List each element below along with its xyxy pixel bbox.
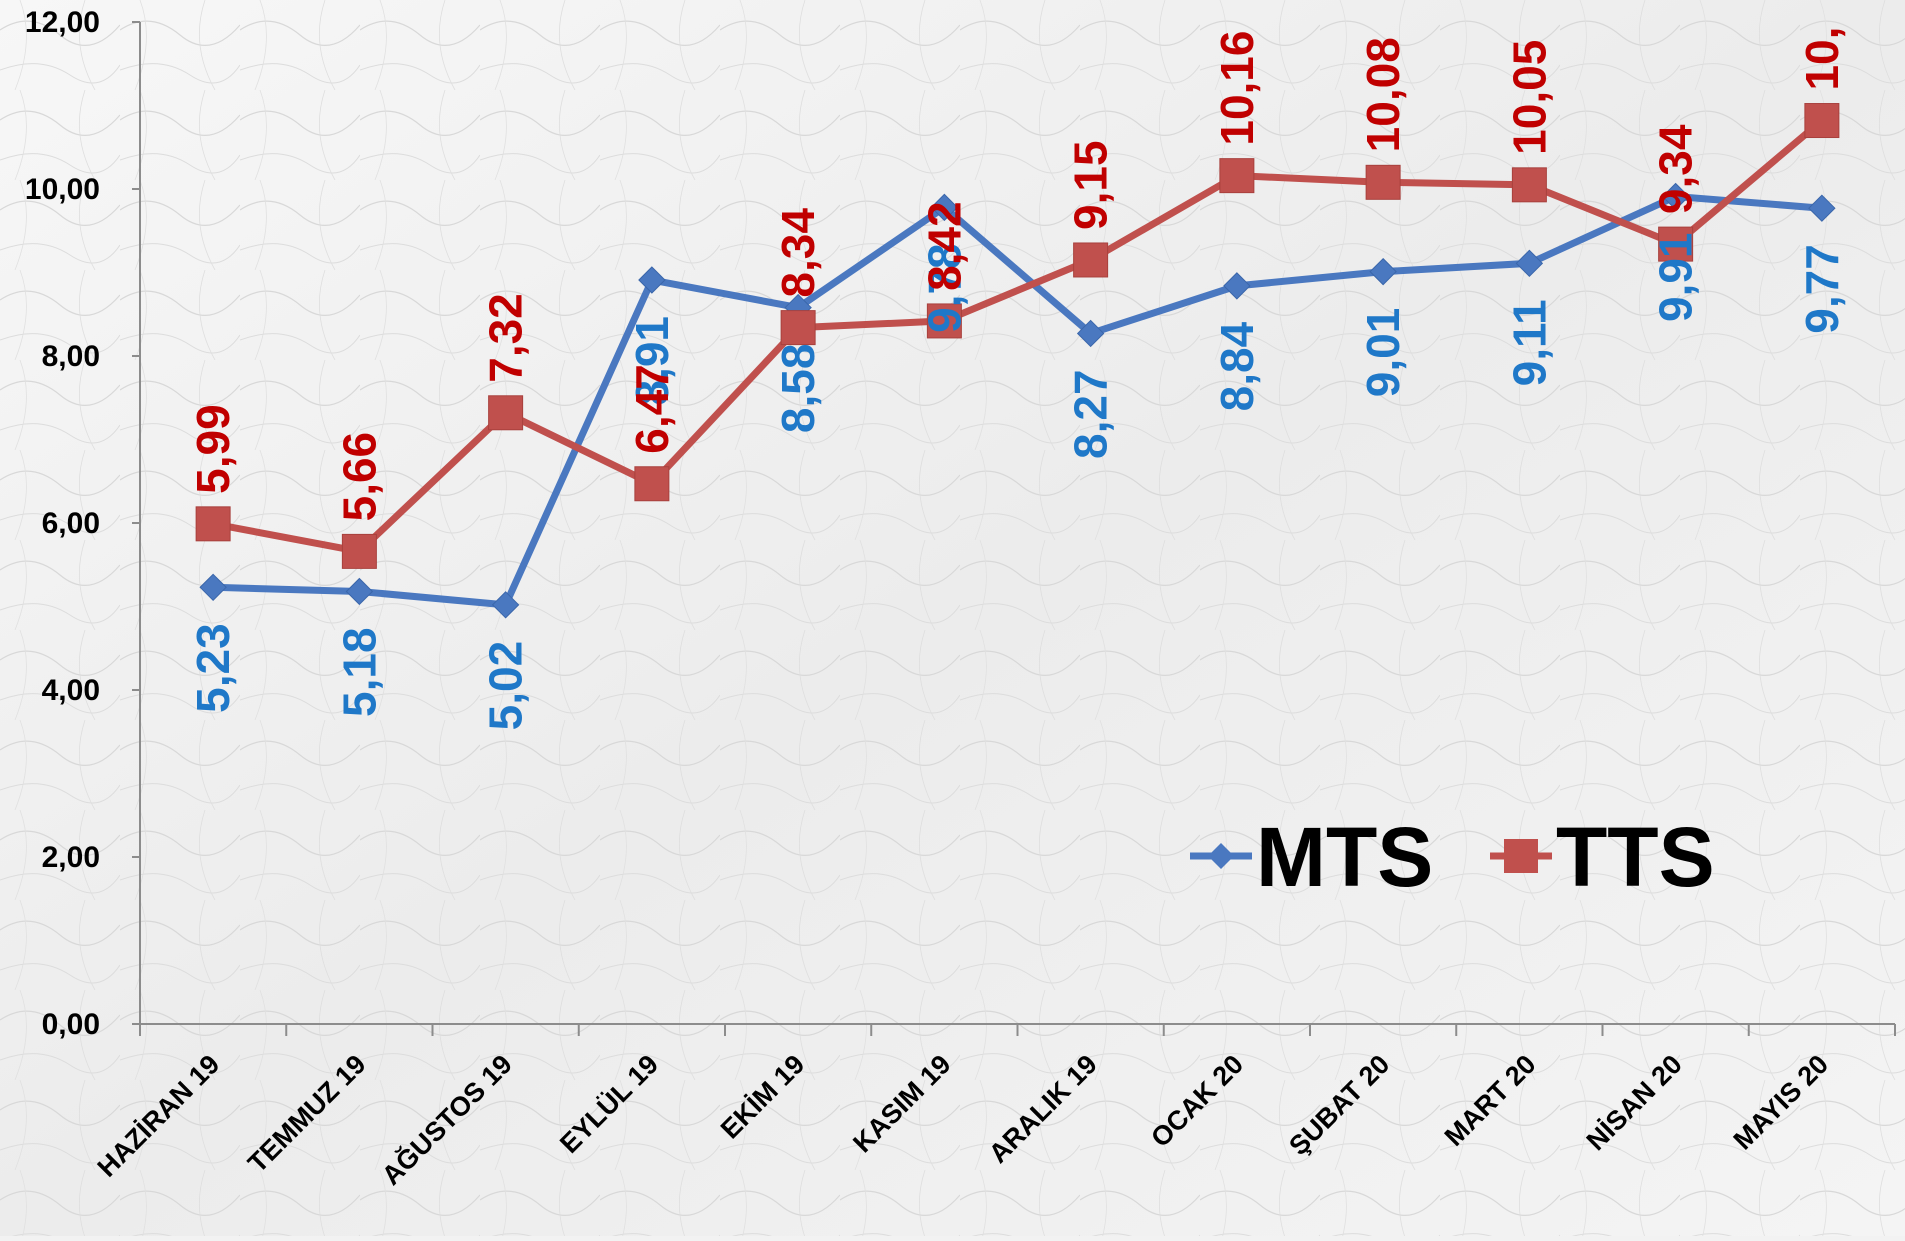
data-point-mts bbox=[1808, 194, 1836, 222]
data-point-mts bbox=[491, 591, 520, 619]
data-label-tts: 9,15 bbox=[1065, 140, 1117, 230]
data-label-mts: 9,11 bbox=[1503, 299, 1555, 386]
y-tick-label: 4,00 bbox=[42, 674, 100, 707]
y-tick-label: 6,00 bbox=[42, 507, 100, 540]
y-tick-label: 8,00 bbox=[42, 340, 100, 373]
data-label-tts: 7,32 bbox=[480, 293, 532, 383]
legend-label-tts: TTS bbox=[1556, 810, 1715, 904]
data-point-mts bbox=[1076, 319, 1105, 348]
data-label-tts: 8,34 bbox=[772, 208, 824, 298]
data-point-mts bbox=[345, 577, 374, 606]
data-point-tts bbox=[1219, 158, 1255, 194]
data-label-mts: 5,18 bbox=[333, 627, 385, 717]
series-line-mts bbox=[209, 193, 1826, 609]
data-point-mts bbox=[638, 266, 666, 294]
data-label-tts: 10,05 bbox=[1503, 40, 1555, 155]
legend-marker-tts bbox=[1504, 839, 1538, 873]
data-point-tts bbox=[1073, 242, 1109, 278]
data-point-tts bbox=[195, 506, 231, 542]
data-point-mts bbox=[1223, 272, 1251, 300]
data-point-mts bbox=[930, 193, 959, 222]
legend-marker-mts bbox=[1208, 843, 1234, 869]
data-label-mts: 9,78 bbox=[918, 243, 970, 333]
data-label-tts: 10, bbox=[1796, 27, 1848, 91]
data-label-mts: 9,91 bbox=[1650, 233, 1702, 323]
data-point-tts bbox=[488, 395, 524, 431]
y-tick-label: 10,00 bbox=[25, 173, 100, 206]
data-point-tts bbox=[1804, 103, 1840, 139]
data-label-tts: 8,42 bbox=[918, 201, 970, 291]
data-label-tts: 6,47 bbox=[626, 364, 678, 454]
data-point-tts bbox=[1511, 167, 1547, 203]
data-label-mts: 9,77 bbox=[1796, 244, 1848, 334]
data-label-mts: 8,84 bbox=[1211, 321, 1263, 411]
data-point-mts bbox=[1369, 257, 1397, 286]
data-label-mts: 5,23 bbox=[187, 623, 239, 713]
data-point-tts bbox=[634, 466, 670, 502]
data-point-mts bbox=[199, 573, 227, 602]
data-label-tts: 10,08 bbox=[1357, 37, 1409, 152]
data-label-tts: 5,99 bbox=[187, 404, 239, 494]
data-label-tts: 9,34 bbox=[1650, 124, 1702, 214]
y-tick-label: 2,00 bbox=[42, 841, 100, 874]
y-tick-label: 0,00 bbox=[42, 1008, 100, 1041]
data-point-tts bbox=[1365, 164, 1401, 200]
data-point-tts bbox=[780, 310, 816, 346]
data-point-tts bbox=[926, 303, 962, 339]
data-label-mts: 8,27 bbox=[1065, 369, 1117, 459]
data-label-tts: 5,66 bbox=[333, 432, 385, 522]
data-label-mts: 8,58 bbox=[772, 344, 824, 434]
data-point-tts bbox=[1658, 226, 1694, 262]
data-label-mts: 9,01 bbox=[1357, 308, 1409, 398]
data-label-mts: 8,91 bbox=[626, 316, 678, 406]
data-label-mts: 5,02 bbox=[480, 641, 532, 731]
legend-label-mts: MTS bbox=[1256, 810, 1433, 904]
data-label-tts: 10,16 bbox=[1211, 31, 1263, 146]
series-line-tts bbox=[209, 117, 1826, 555]
data-point-mts bbox=[1515, 249, 1544, 278]
data-point-tts bbox=[341, 533, 377, 569]
data-point-mts bbox=[1661, 182, 1690, 211]
y-tick-label: 12,00 bbox=[25, 6, 100, 39]
